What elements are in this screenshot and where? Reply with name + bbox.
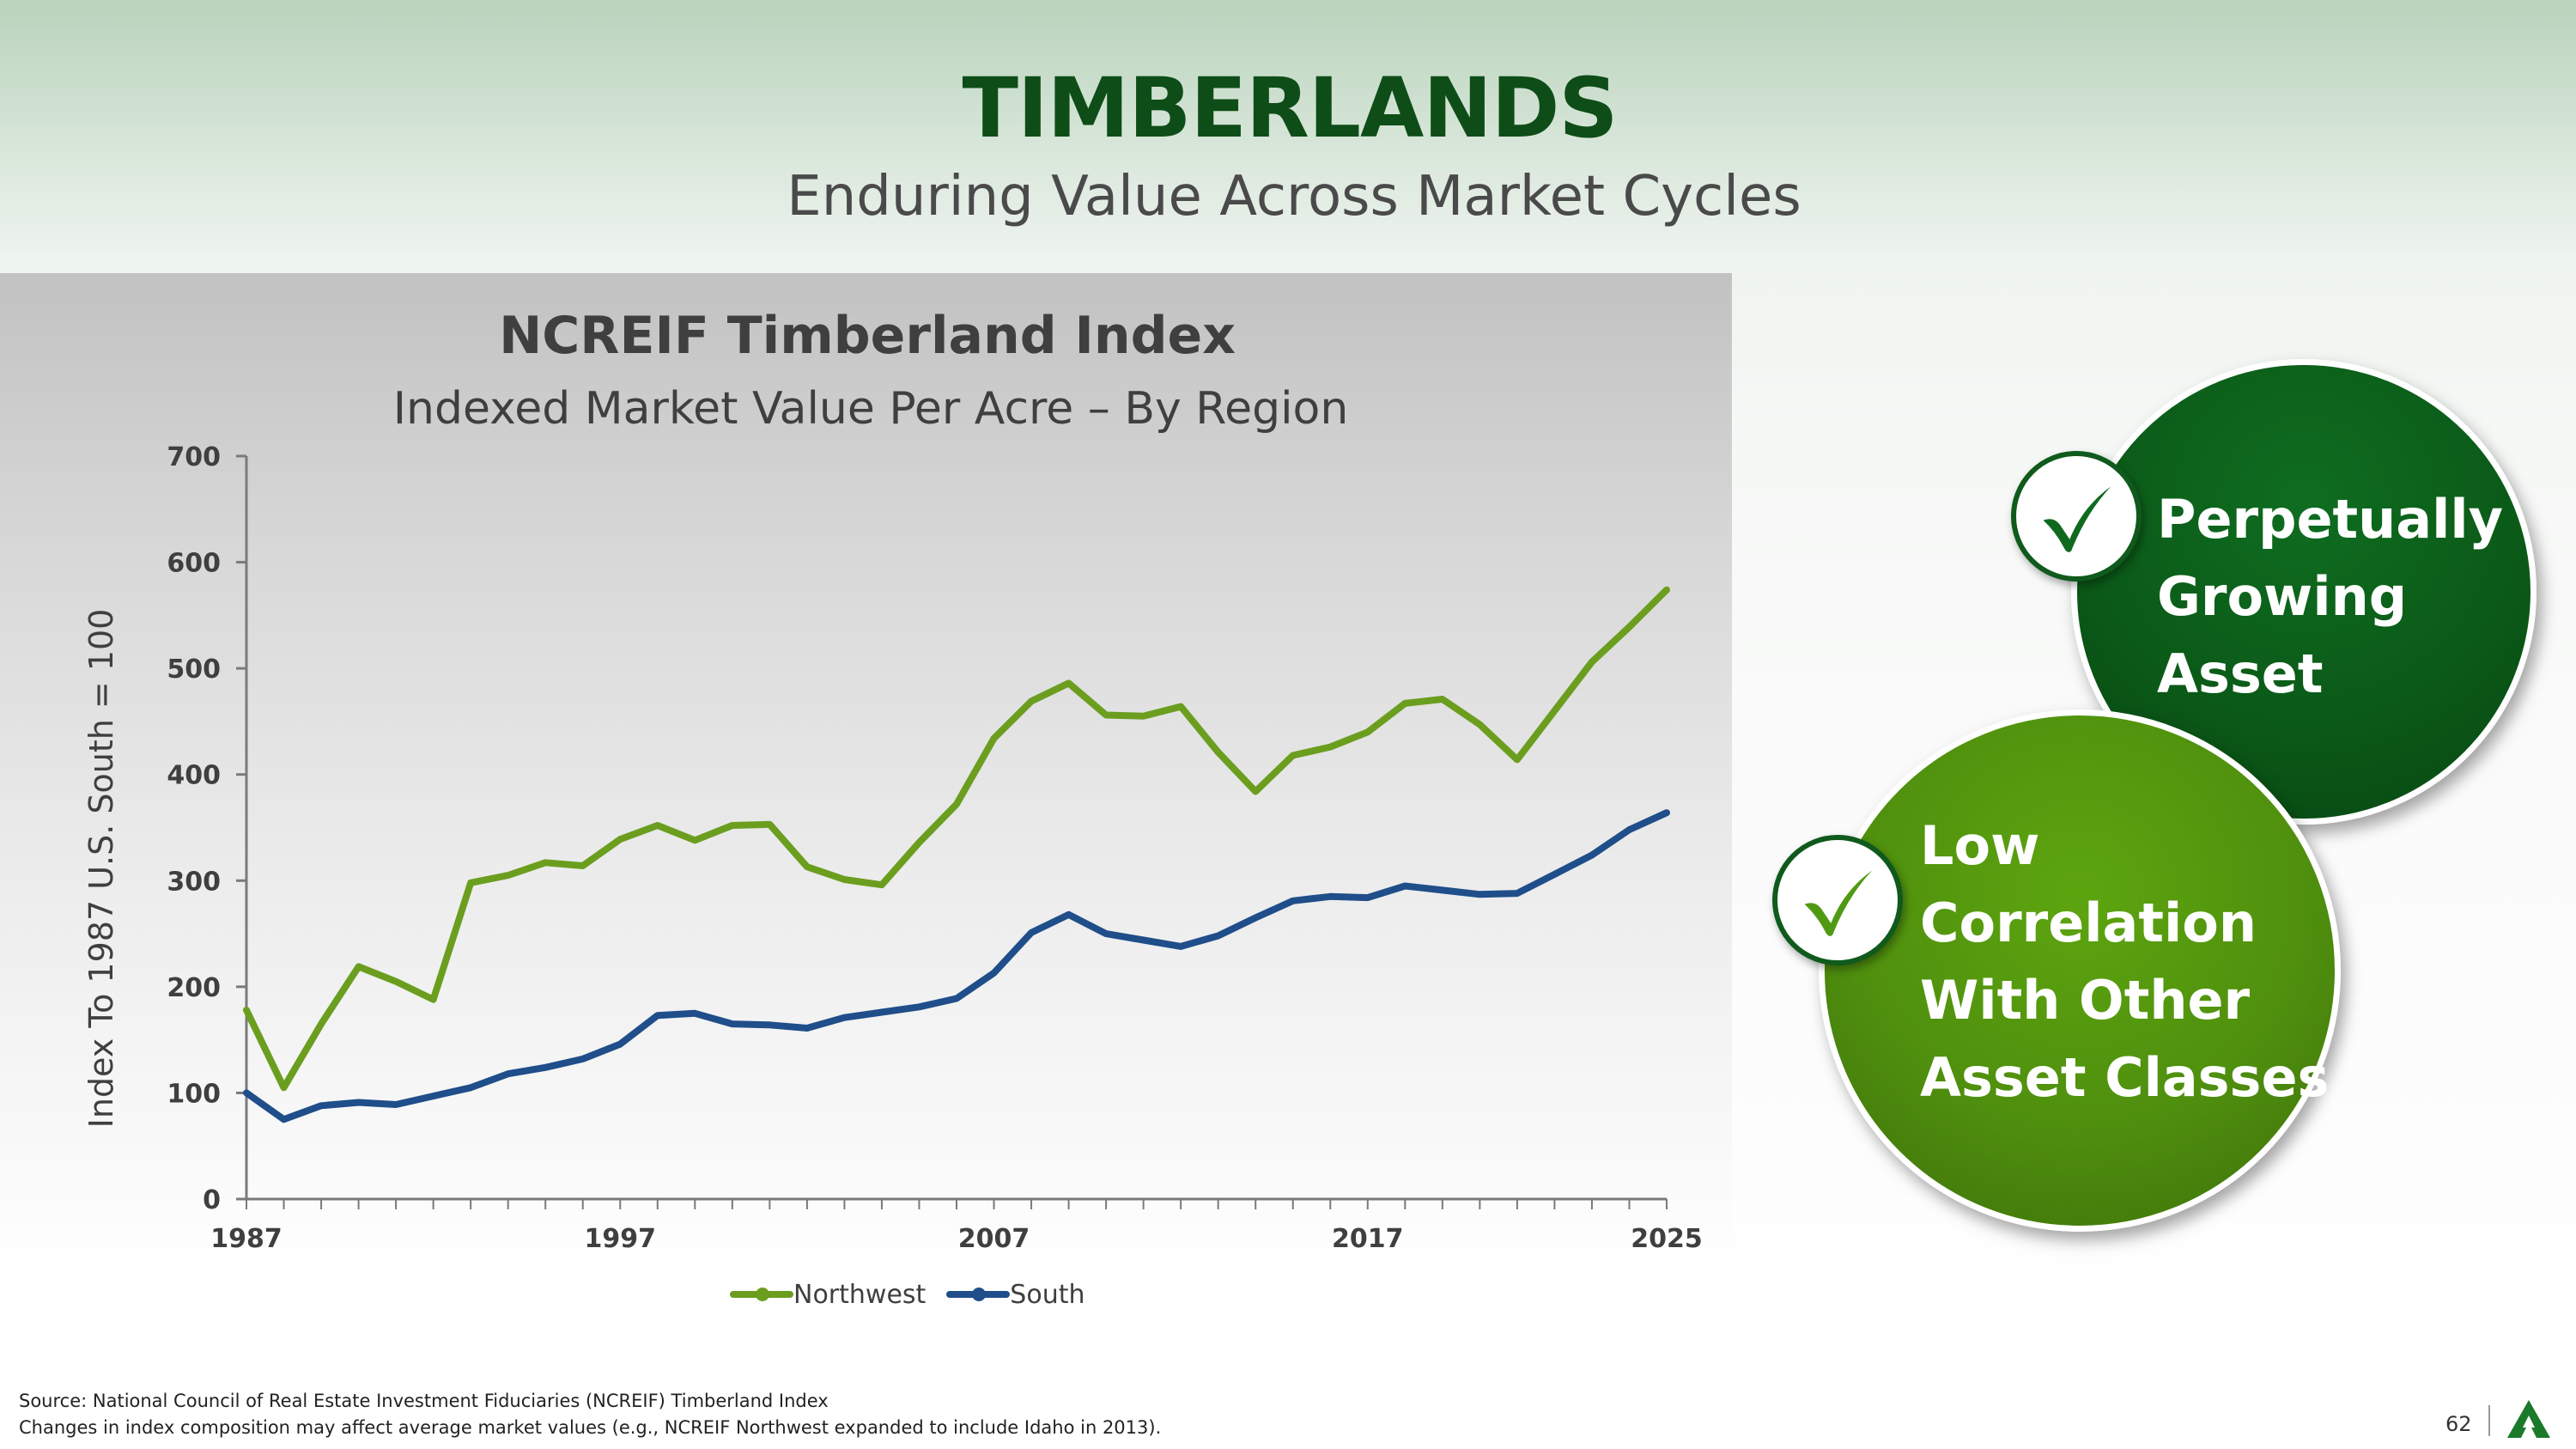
y-tick-label: 600 xyxy=(167,549,221,579)
legend-item-south: South xyxy=(946,1280,1084,1310)
badge-text-line: Asset xyxy=(2157,642,2324,705)
company-logo-icon xyxy=(2507,1400,2550,1438)
page-number: 62 xyxy=(2445,1412,2472,1436)
y-tick-label: 500 xyxy=(167,654,221,685)
badge-text-line: Correlation xyxy=(1920,892,2257,954)
x-tick-label: 2017 xyxy=(1332,1224,1404,1254)
page-subtitle: Enduring Value Across Market Cycles xyxy=(787,165,1801,228)
y-tick-label: 700 xyxy=(167,442,221,472)
legend-swatch-south xyxy=(946,1288,1011,1301)
checkmark-glyph xyxy=(2043,486,2111,552)
y-tick-label: 400 xyxy=(167,761,221,791)
x-tick-label: 2007 xyxy=(958,1224,1030,1254)
badge-growing-asset-text: Perpetually Growing Asset xyxy=(2157,481,2503,713)
source-line: Source: National Council of Real Estate … xyxy=(19,1391,829,1411)
badge-text-line: Low xyxy=(1920,814,2040,877)
chart-title: NCREIF Timberland Index xyxy=(499,306,1236,366)
source-line: Changes in index composition may affect … xyxy=(19,1417,1162,1438)
badge-text-line: Perpetually xyxy=(2157,488,2504,551)
y-tick-label: 300 xyxy=(167,867,221,897)
check-icon xyxy=(1772,835,1903,965)
legend-swatch-northwest xyxy=(730,1288,793,1301)
badge-low-correlation-text: Low Correlation With Other Asset Classes xyxy=(1920,807,2329,1117)
x-tick-label: 2025 xyxy=(1631,1224,1703,1254)
checkmark-glyph xyxy=(1804,870,1873,936)
chart-subtitle: Indexed Market Value Per Acre – By Regio… xyxy=(392,383,1349,435)
source-note: Source: National Council of Real Estate … xyxy=(19,1388,1161,1441)
page-title: TIMBERLANDS xyxy=(962,60,1618,156)
legend-label-south: South xyxy=(1010,1279,1085,1310)
check-icon xyxy=(2011,451,2142,581)
footer-divider xyxy=(2488,1405,2490,1436)
y-tick-label: 0 xyxy=(203,1185,221,1215)
badge-text-line: With Other xyxy=(1920,969,2251,1032)
x-tick-label: 1987 xyxy=(210,1224,283,1254)
legend-label-northwest: Northwest xyxy=(793,1279,927,1310)
chart-panel xyxy=(0,273,1732,1278)
y-tick-label: 100 xyxy=(167,1079,221,1109)
badge-text-line: Growing xyxy=(2157,565,2408,628)
series-line-south xyxy=(243,809,1670,1123)
y-tick-label: 200 xyxy=(167,973,221,1003)
x-tick-label: 1997 xyxy=(585,1224,657,1254)
chart-legend: Northwest South xyxy=(730,1273,1105,1316)
series-line-northwest xyxy=(243,586,1670,1092)
badge-text-line: Asset Classes xyxy=(1920,1046,2330,1109)
legend-item-northwest: Northwest xyxy=(730,1280,926,1310)
badge-low-correlation xyxy=(1819,709,2341,1232)
